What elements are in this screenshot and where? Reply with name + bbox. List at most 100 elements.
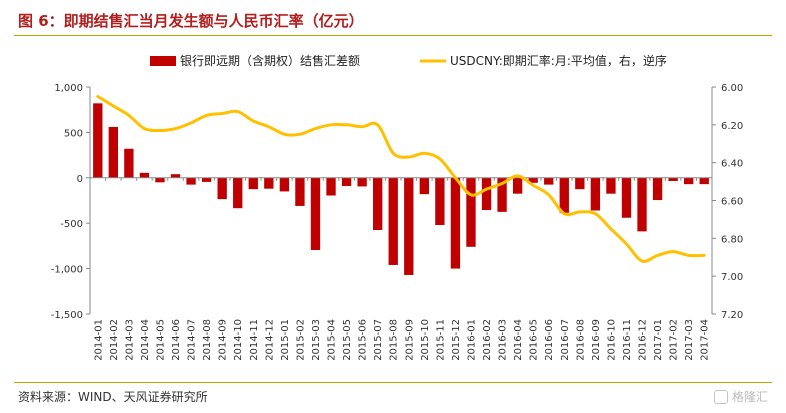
x-tick-label: 2014-06 <box>171 319 182 361</box>
x-tick-label: 2016-12 <box>638 319 649 361</box>
bar <box>652 177 663 201</box>
bar <box>606 177 616 194</box>
x-tick-label: 2015-09 <box>404 319 415 361</box>
bar <box>481 177 492 211</box>
legend-bar-swatch <box>150 56 176 66</box>
x-tick-label: 2016-11 <box>622 319 633 361</box>
bar <box>404 177 414 275</box>
x-tick-label: 2014-01 <box>93 319 104 361</box>
footer-divider <box>14 382 772 383</box>
y-right-tick-label: 6.20 <box>721 121 743 132</box>
x-tick-label: 2015-11 <box>435 319 446 361</box>
legend-line-label: USDCNY:即期汇率:月:平均值，右，逆序 <box>450 53 667 68</box>
x-tick-label: 2014-05 <box>155 319 166 361</box>
y-right-tick-label: 6.60 <box>721 197 743 208</box>
bar <box>186 177 196 185</box>
source-note: 资料来源：WIND、天风证券研究所 <box>18 390 208 404</box>
y-left-tick-label: -500 <box>60 219 83 230</box>
bar <box>637 177 647 232</box>
x-tick-label: 2014-02 <box>109 319 120 361</box>
chart-title: 图 6：即期结售汇当月发生额与人民币汇率（亿元） <box>18 12 364 30</box>
x-tick-label: 2016-02 <box>482 319 493 361</box>
x-tick-label: 2016-01 <box>466 319 477 361</box>
watermark-text: 格隆汇 <box>731 390 768 404</box>
bar <box>668 177 678 181</box>
bar <box>93 103 103 178</box>
bar <box>201 177 212 182</box>
x-tick-label: 2017-02 <box>669 319 680 361</box>
x-tick-label: 2015-10 <box>420 319 431 361</box>
x-tick-label: 2015-06 <box>358 319 369 361</box>
bar <box>217 177 227 200</box>
bar <box>295 177 305 206</box>
bar <box>155 177 165 183</box>
bar <box>497 177 507 212</box>
x-tick-label: 2017-01 <box>653 319 664 361</box>
bar <box>341 177 352 186</box>
bar <box>590 177 601 211</box>
x-tick-label: 2015-01 <box>280 319 291 361</box>
bar <box>326 177 336 196</box>
x-tick-label: 2016-04 <box>513 319 524 361</box>
x-tick-label: 2015-04 <box>327 319 338 361</box>
bar <box>310 177 321 250</box>
x-tick-label: 2014-04 <box>140 319 151 361</box>
y-left-tick-label: -1,000 <box>51 265 83 276</box>
legend-bar-label: 银行即远期（含期权）结售汇差额 <box>180 53 360 68</box>
title-divider <box>14 35 772 36</box>
x-tick-label: 2015-03 <box>311 319 322 361</box>
bar <box>575 177 585 190</box>
bar <box>124 148 134 178</box>
y-left-tick-label: 500 <box>64 128 83 139</box>
bar <box>264 177 274 189</box>
bar <box>621 177 632 218</box>
x-tick-label: 2014-03 <box>124 319 135 361</box>
x-tick-label: 2014-07 <box>187 319 198 361</box>
x-tick-label: 2016-06 <box>544 319 555 361</box>
bar <box>279 177 290 192</box>
bar <box>544 177 554 185</box>
x-tick-label: 2016-08 <box>575 319 586 361</box>
x-tick-label: 2015-08 <box>389 319 400 361</box>
x-tick-label: 2015-05 <box>342 319 353 361</box>
y-right-tick-label: 6.40 <box>721 159 743 170</box>
y-right-tick-label: 6.00 <box>721 83 743 94</box>
bar <box>559 177 569 213</box>
line-series <box>96 95 706 263</box>
x-tick-label: 2016-03 <box>498 319 509 361</box>
x-tick-label: 2014-11 <box>249 319 260 361</box>
x-tick-label: 2014-09 <box>218 319 229 361</box>
x-tick-label: 2015-07 <box>373 319 384 361</box>
x-tick-label: 2014-12 <box>264 319 275 361</box>
bar <box>139 172 150 178</box>
bar <box>388 177 398 265</box>
x-tick-label: 2016-09 <box>591 319 602 361</box>
x-tick-label: 2016-05 <box>529 319 540 361</box>
watermark-logo-icon <box>713 389 728 404</box>
bar <box>373 177 383 231</box>
bar <box>528 177 538 183</box>
x-tick-label: 2017-03 <box>684 319 695 361</box>
y-left-tick-label: 1,000 <box>54 83 83 94</box>
x-tick-label: 2016-10 <box>606 319 617 361</box>
x-tick-label: 2014-08 <box>202 319 213 361</box>
bar <box>170 174 181 178</box>
y-right-tick-label: 6.80 <box>721 234 743 245</box>
bar <box>450 177 461 269</box>
bar <box>684 177 694 185</box>
chart-axes: 1,000 500 0 -500 -1,000 -1,500 6.00 6.20 6.40 6.6… <box>51 83 744 361</box>
y-right-tick-label: 7.00 <box>721 272 743 283</box>
y-right-tick-label: 7.20 <box>721 310 743 321</box>
bar <box>466 177 476 247</box>
y-left-tick-label: 0 <box>77 174 83 185</box>
x-tick-label: 2017-04 <box>700 319 711 361</box>
bar <box>357 177 367 187</box>
bar-series <box>93 103 709 275</box>
x-tick-label: 2015-02 <box>295 319 306 361</box>
usdcny-line <box>96 95 706 263</box>
bar <box>699 177 709 185</box>
watermark: 格隆汇 <box>713 388 768 405</box>
bar <box>248 177 258 190</box>
x-tick-label: 2016-07 <box>560 319 571 361</box>
